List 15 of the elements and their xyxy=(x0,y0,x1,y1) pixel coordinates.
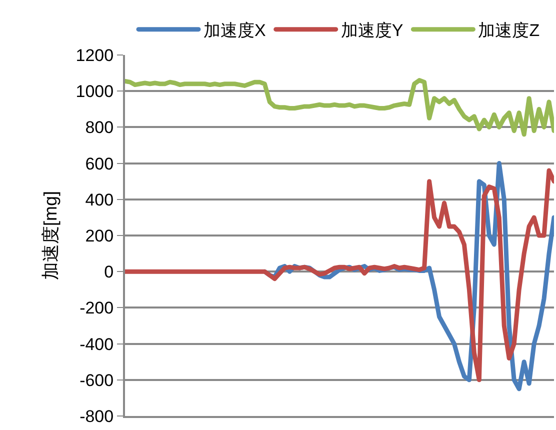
y-tick-label: 600 xyxy=(85,154,114,174)
y-tick-label: -400 xyxy=(80,334,114,354)
y-tick-label: 1000 xyxy=(76,82,114,102)
y-tick-label: 1200 xyxy=(76,46,114,65)
legend-label: 加速度Z xyxy=(478,20,540,40)
legend-label: 加速度Y xyxy=(340,20,404,40)
y-tick-label: -600 xyxy=(80,370,114,390)
y-tick-label: 200 xyxy=(85,226,114,246)
y-tick-label: 400 xyxy=(85,190,114,210)
y-tick-label: 0 xyxy=(104,262,114,282)
y-tick-label: -200 xyxy=(80,298,114,318)
y-tick-label: -800 xyxy=(80,406,114,426)
y-axis-title: 加速度[mg] xyxy=(40,190,60,280)
legend-label: 加速度X xyxy=(204,20,266,40)
y-tick-label: 800 xyxy=(85,118,114,138)
